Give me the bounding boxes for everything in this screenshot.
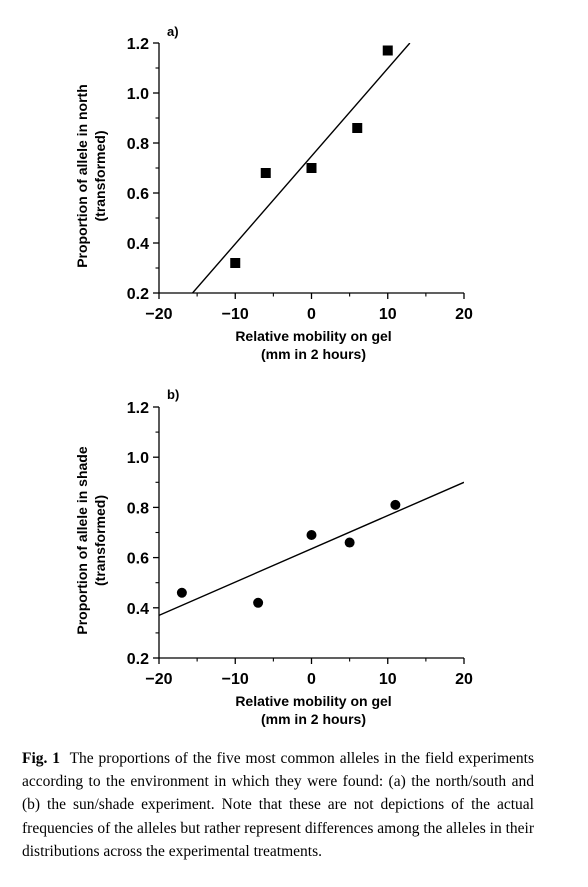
x-tick-label: 10 xyxy=(379,306,397,323)
y-tick-label: 0.2 xyxy=(127,651,149,668)
y-tick-label: 0.8 xyxy=(127,500,149,517)
x-axis-label-units: (mm in 2 hours) xyxy=(261,711,366,727)
data-point-circle xyxy=(253,597,264,608)
x-axis-label-units: (mm in 2 hours) xyxy=(261,346,366,362)
figure-caption-text: The proportions of the five most common … xyxy=(22,750,534,860)
y-tick-label: 0.6 xyxy=(127,551,149,568)
y-tick-label: 1.2 xyxy=(127,400,149,417)
x-tick-label: −20 xyxy=(145,671,172,688)
panel-label: b) xyxy=(167,387,179,402)
data-point-square xyxy=(352,123,363,133)
y-tick-label: 0.8 xyxy=(127,136,149,153)
y-tick-label: 1.2 xyxy=(127,36,149,53)
chart-panel-a: 0.2 0.4 0.6 0.8 1.0 1.2 −20 −10 0 10 20 Relative mo… xyxy=(74,24,473,362)
x-tick-label: −10 xyxy=(222,671,249,688)
y-tick-label: 0.6 xyxy=(127,186,149,203)
figure: 0.2 0.4 0.6 0.8 1.0 1.2 −20 −10 0 10 20 Relative mo… xyxy=(74,24,473,727)
x-axis-label: Relative mobility on gel xyxy=(235,693,391,709)
data-point-square xyxy=(382,45,393,56)
x-tick-label: −10 xyxy=(222,306,249,323)
data-point-square xyxy=(260,168,271,178)
y-tick-label: 1.0 xyxy=(127,450,149,467)
fit-line xyxy=(192,43,411,293)
y-tick-label: 0.4 xyxy=(127,236,149,253)
y-axis-label: Proportion of allele in north xyxy=(74,84,90,268)
data-point-circle xyxy=(390,499,401,510)
y-tick-label: 1.0 xyxy=(127,86,149,103)
y-tick-label: 0.2 xyxy=(127,286,149,303)
x-tick-label: 10 xyxy=(379,671,397,688)
x-tick-label: 0 xyxy=(307,671,316,688)
y-tick-label: 0.4 xyxy=(127,601,149,618)
data-point-circle xyxy=(176,587,187,598)
chart-panel-b: 0.2 0.4 0.6 0.8 1.0 1.2 −20 −10 0 10 20 Relative mo… xyxy=(74,387,473,727)
figure-caption: Fig. 1 The proportions of the five most … xyxy=(22,747,534,863)
x-axis-label: Relative mobility on gel xyxy=(235,328,391,344)
y-axis-label-units: (transformed) xyxy=(92,495,108,586)
x-tick-label: 0 xyxy=(307,306,316,323)
data-point-square xyxy=(230,258,241,268)
figure-caption-label: Fig. 1 xyxy=(22,750,61,767)
data-point-circle xyxy=(306,530,317,541)
panel-label: a) xyxy=(167,24,179,39)
y-axis-label-units: (transformed) xyxy=(92,130,108,221)
data-point-square xyxy=(306,163,317,173)
x-tick-label: 20 xyxy=(455,306,473,323)
data-point-circle xyxy=(344,537,355,548)
fit-line xyxy=(159,481,464,616)
x-tick-label: −20 xyxy=(145,306,172,323)
x-tick-label: 20 xyxy=(455,671,473,688)
y-axis-label: Proportion of allele in shade xyxy=(74,446,90,634)
